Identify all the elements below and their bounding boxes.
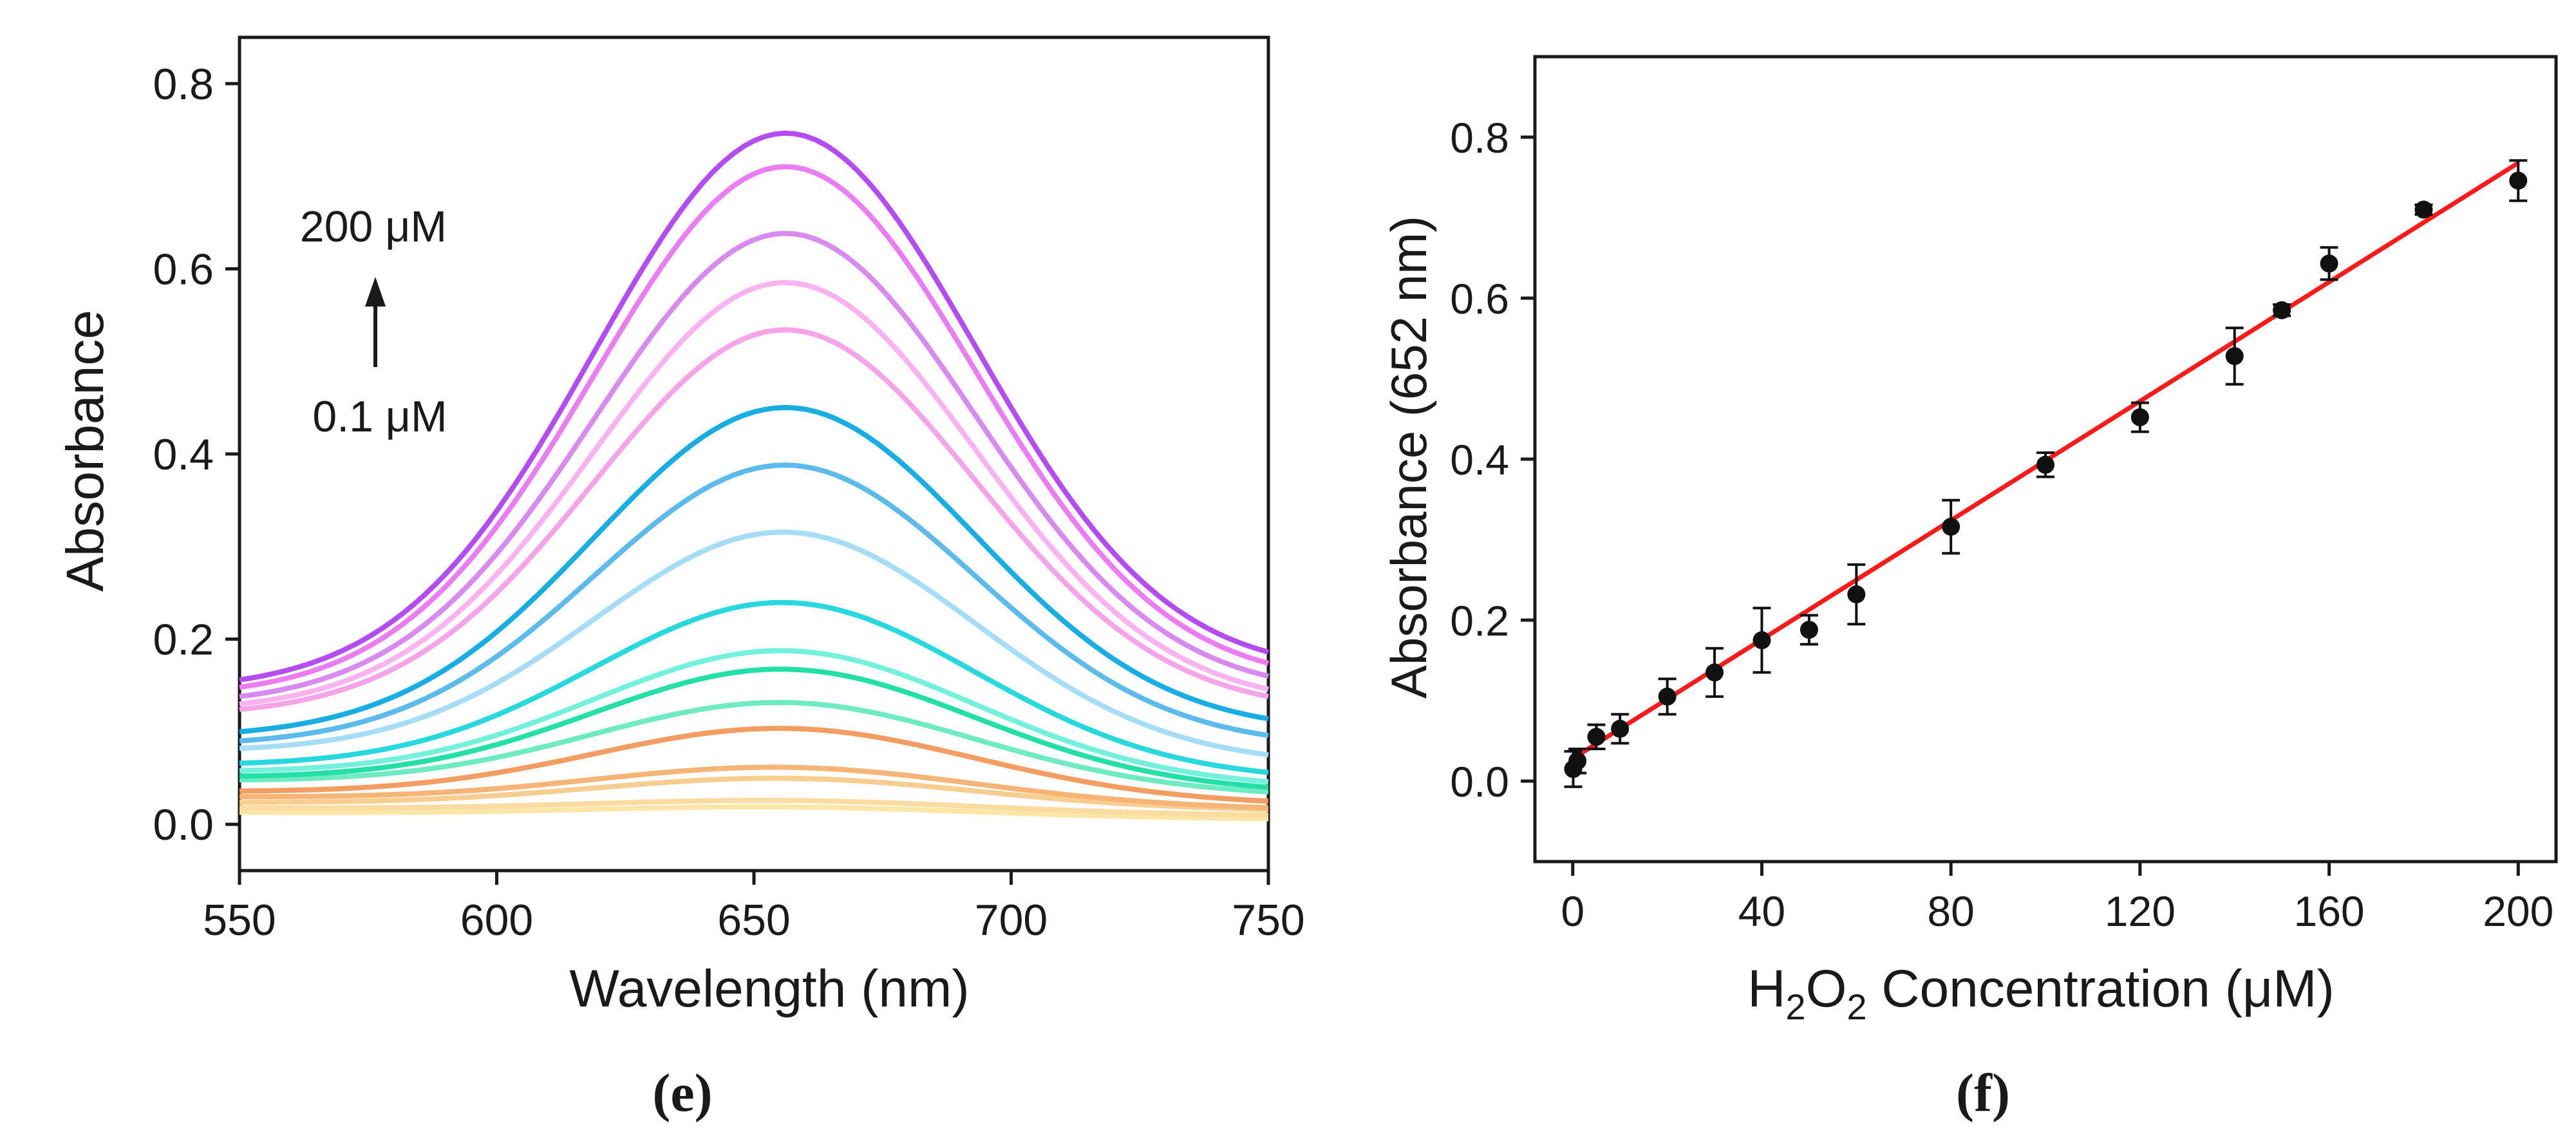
data-point	[2414, 200, 2433, 219]
calibration-x-tick-label: 120	[2105, 887, 2176, 935]
calibration-x-tick-label: 80	[1927, 887, 1974, 935]
data-point	[2509, 159, 2528, 202]
spectra-x-tick-label: 700	[975, 896, 1048, 945]
spectrum-curve-14	[239, 231, 1269, 699]
data-marker	[1847, 585, 1866, 603]
data-point	[2320, 246, 2338, 281]
spectra-y-axis-label: Absorbance	[56, 310, 115, 592]
data-point	[2273, 301, 2291, 319]
calibration-data-points	[1564, 159, 2528, 788]
spectra-x-axis-label: Wavelength (nm)	[569, 959, 969, 1018]
data-marker	[1706, 663, 1724, 682]
spectra-y-tick-label: 0.2	[153, 616, 214, 665]
data-point	[1611, 713, 1630, 745]
annotation-max-concentration: 200 μM	[300, 202, 447, 251]
data-point	[2036, 451, 2054, 478]
spectrum-curve-3	[240, 764, 1269, 811]
spectrum-curve-4	[239, 726, 1269, 804]
data-marker	[1611, 719, 1630, 738]
xlabel-sub-1: 2	[1785, 987, 1805, 1027]
spectra-y-tick-label: 0.0	[153, 800, 214, 849]
data-point	[1706, 647, 1724, 698]
calibration-x-tick-label: 200	[2483, 887, 2553, 935]
spectra-curves	[239, 130, 1270, 822]
data-marker	[1753, 631, 1771, 650]
panel-label-f: (f)	[1956, 1063, 2010, 1123]
spectrum-curve-8	[239, 600, 1269, 775]
calibration-y-ticks: 0.0 0.2 0.4 0.6 0.8	[1450, 114, 1535, 806]
calibration-y-tick-label: 0.0	[1450, 758, 1509, 806]
calibration-x-ticks: 0 40 80 120 160 200	[1561, 862, 2553, 935]
annotation-min-concentration: 0.1 μM	[312, 392, 447, 441]
spectra-y-tick-label: 0.8	[153, 60, 214, 109]
data-point	[2225, 326, 2244, 386]
spectra-y-ticks: 0.0 0.2 0.4 0.6 0.8	[153, 60, 240, 849]
spectrum-curve-10	[239, 462, 1269, 744]
spectrum-curve-13	[239, 279, 1269, 707]
increase-arrow-icon	[365, 277, 386, 367]
spectra-x-ticks: 550 600 650 700 750	[203, 871, 1305, 945]
spectrum-curve-7	[239, 648, 1269, 784]
data-point	[1753, 607, 1771, 674]
xlabel-h: H	[1747, 959, 1785, 1018]
spectra-x-tick-label: 600	[460, 896, 533, 945]
data-marker	[2509, 171, 2528, 190]
data-point	[1587, 723, 1606, 750]
spectra-y-tick-label: 0.6	[153, 245, 214, 294]
spectra-y-tick-label: 0.4	[153, 430, 214, 479]
data-marker	[2130, 408, 2149, 426]
data-point	[1847, 563, 1866, 626]
data-point	[1942, 498, 1960, 555]
data-marker	[2036, 455, 2054, 474]
spectrum-curve-15	[239, 164, 1270, 690]
spectra-x-tick-label: 550	[203, 896, 276, 945]
spectra-chart: 550 600 650 700 750 0.0 0.2 0.4 0.6 0.8 Waveleng…	[56, 35, 1305, 1123]
spectrum-curve-16	[239, 130, 1270, 683]
calibration-y-axis-label: Absorbance (652 nm)	[1380, 216, 1437, 699]
spectrum-curve-11	[239, 404, 1269, 735]
data-point	[1658, 677, 1677, 716]
calibration-x-tick-label: 0	[1561, 887, 1584, 935]
data-marker	[1658, 687, 1677, 706]
spectrum-curve-12	[239, 327, 1269, 712]
calibration-x-tick-label: 160	[2293, 887, 2364, 935]
spectrum-curve-9	[239, 529, 1269, 758]
spectra-x-tick-label: 750	[1232, 896, 1304, 945]
data-marker	[1568, 751, 1587, 770]
calibration-y-tick-label: 0.8	[1450, 114, 1509, 162]
data-marker	[1800, 621, 1818, 639]
calibration-chart: 0 40 80 120 160 200 0.00.20.40.60.8 H2O2 Conc…	[1380, 55, 2558, 1123]
spectrum-curve-6	[239, 666, 1269, 790]
data-marker	[1942, 518, 1960, 536]
spectrum-curve-1	[239, 798, 1269, 818]
data-point	[1568, 748, 1587, 775]
calibration-y-tick-label: 0.4	[1450, 436, 1509, 484]
spectrum-curve-0	[239, 804, 1269, 822]
data-marker	[2225, 347, 2244, 365]
xlabel-rest: Concentration (μM)	[1867, 959, 2335, 1018]
data-point	[1800, 614, 1818, 646]
calibration-x-tick-label: 40	[1738, 887, 1785, 935]
spectrum-curve-5	[239, 700, 1269, 795]
data-marker	[2320, 254, 2338, 273]
data-marker	[2414, 200, 2433, 219]
xlabel-sub-2: 2	[1847, 987, 1866, 1027]
spectra-x-tick-label: 650	[717, 896, 790, 945]
data-point	[2130, 401, 2149, 433]
calibration-x-axis-label: H2O2 Concentration (μM)	[1747, 959, 2335, 1027]
calibration-y-tick-label: 0.2	[1450, 597, 1509, 645]
data-marker	[2273, 301, 2291, 319]
calibration-y-tick-label: 0.6	[1450, 275, 1509, 323]
panel-label-e: (e)	[652, 1063, 712, 1123]
data-marker	[1587, 728, 1606, 746]
xlabel-o: O	[1806, 959, 1847, 1018]
spectrum-curve-2	[240, 775, 1269, 813]
